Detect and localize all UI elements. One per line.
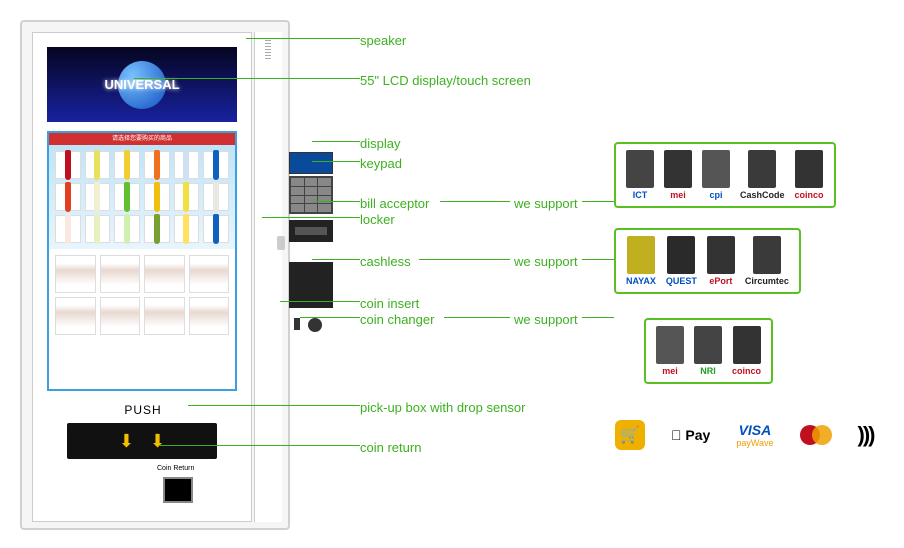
device-nayax: NAYAX: [626, 236, 656, 286]
payment-alipay: 🛒: [615, 420, 645, 450]
product-item[interactable]: [55, 183, 81, 211]
payment-visa: VISApayWave: [736, 422, 773, 448]
product-item[interactable]: [85, 183, 111, 211]
arrow-down-icon: ⬇: [119, 431, 134, 452]
device-quest: QUEST: [666, 236, 697, 286]
banner-item[interactable]: [55, 297, 96, 335]
product-item[interactable]: [85, 215, 111, 243]
device-mei: mei: [664, 150, 692, 200]
callout-locker: locker: [360, 212, 395, 227]
banner-item[interactable]: [55, 255, 96, 293]
support-box-cashless: NAYAX QUEST ePort Circumtec: [614, 228, 801, 294]
device-eport: ePort: [707, 236, 735, 286]
coin-return-label: Coin Return: [157, 465, 194, 472]
product-item[interactable]: [203, 151, 229, 179]
support-label: we support: [510, 196, 582, 211]
product-item[interactable]: [55, 215, 81, 243]
banner-grid: [49, 249, 235, 341]
banner-item[interactable]: [189, 297, 230, 335]
support-box-bill: ICT meicpi CashCode coinco: [614, 142, 836, 208]
callout-speaker: speaker: [360, 33, 406, 48]
callout-coin-return: coin return: [360, 440, 421, 455]
side-panel: [254, 32, 282, 522]
payment-methods: 🛒  Pay VISApayWave))): [615, 420, 873, 450]
arrow-down-icon: ⬇: [150, 431, 165, 452]
coin-changer-button[interactable]: [308, 318, 322, 332]
banner-item[interactable]: [189, 255, 230, 293]
payment-mastercard: [800, 425, 832, 445]
device-nri: NRI: [694, 326, 722, 376]
banner-item[interactable]: [144, 297, 185, 335]
product-grid: [49, 145, 235, 249]
vending-machine: UNIVERSAL 请选择您要购买的商品 PUSH ⬇ ⬇ Coin Retur…: [20, 20, 290, 530]
device-cpi: cpi: [702, 150, 730, 200]
banner-item[interactable]: [144, 255, 185, 293]
device-circumtec: Circumtec: [745, 236, 789, 286]
speaker-grill: [265, 40, 271, 60]
callout-coin-insert: coin insert: [360, 296, 419, 311]
product-item[interactable]: [114, 215, 140, 243]
product-item[interactable]: [85, 151, 111, 179]
callout-keypad: keypad: [360, 156, 402, 171]
product-item[interactable]: [144, 215, 170, 243]
device-ict: ICT: [626, 150, 654, 200]
bill-acceptor[interactable]: [289, 220, 333, 242]
touchscreen[interactable]: 请选择您要购买的商品: [47, 131, 237, 391]
product-item[interactable]: [144, 183, 170, 211]
device-coinco: coinco: [795, 150, 824, 200]
banner-item[interactable]: [100, 255, 141, 293]
product-item[interactable]: [174, 183, 200, 211]
pickup-box[interactable]: ⬇ ⬇: [67, 423, 217, 459]
support-label: we support: [510, 312, 582, 327]
touchscreen-header: 请选择您要购买的商品: [49, 133, 235, 145]
coin-return-slot[interactable]: [163, 477, 193, 503]
product-item[interactable]: [174, 215, 200, 243]
callout-bill: bill acceptor: [360, 196, 429, 211]
device-mei: mei: [656, 326, 684, 376]
product-item[interactable]: [55, 151, 81, 179]
callout-lcd: 55" LCD display/touch screen: [360, 73, 531, 88]
callout-cashless: cashless: [360, 254, 411, 269]
product-item[interactable]: [203, 215, 229, 243]
support-box-changer: mei NRI coinco: [644, 318, 773, 384]
callout-display: display: [360, 136, 400, 151]
product-item[interactable]: [114, 151, 140, 179]
callout-pickup: pick-up box with drop sensor: [360, 400, 525, 415]
payment-nfc: ))): [858, 422, 874, 448]
product-item[interactable]: [203, 183, 229, 211]
lcd-ad-screen: UNIVERSAL: [47, 47, 237, 122]
locker[interactable]: [277, 236, 285, 250]
product-item[interactable]: [174, 151, 200, 179]
banner-item[interactable]: [100, 297, 141, 335]
callout-coin-changer: coin changer: [360, 312, 434, 327]
mini-display: [289, 152, 333, 174]
payment-pay:  Pay: [671, 427, 710, 443]
product-item[interactable]: [114, 183, 140, 211]
ad-logo-text: UNIVERSAL: [104, 77, 179, 92]
device-cashcode: CashCode: [740, 150, 785, 200]
device-coinco: coinco: [732, 326, 761, 376]
support-label: we support: [510, 254, 582, 269]
keypad[interactable]: [289, 176, 333, 214]
coin-insert-slot[interactable]: [294, 318, 300, 330]
product-item[interactable]: [144, 151, 170, 179]
machine-front: UNIVERSAL 请选择您要购买的商品 PUSH ⬇ ⬇ Coin Retur…: [32, 32, 252, 522]
